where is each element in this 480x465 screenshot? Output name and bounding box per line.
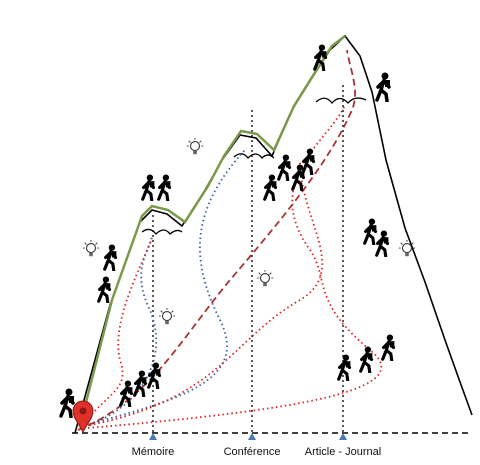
milestone-markers: [149, 433, 347, 440]
milestone-label: Article - Journal: [305, 446, 381, 458]
routes: [77, 49, 383, 431]
pin-dot: [79, 407, 87, 415]
milestone-lines: [152, 85, 344, 433]
green-path: [78, 35, 346, 427]
location-pin: [72, 400, 94, 434]
milestone-label: Mémoire: [132, 446, 175, 458]
milestone-label: Conférence: [224, 446, 281, 458]
snow-caps: [141, 97, 367, 235]
